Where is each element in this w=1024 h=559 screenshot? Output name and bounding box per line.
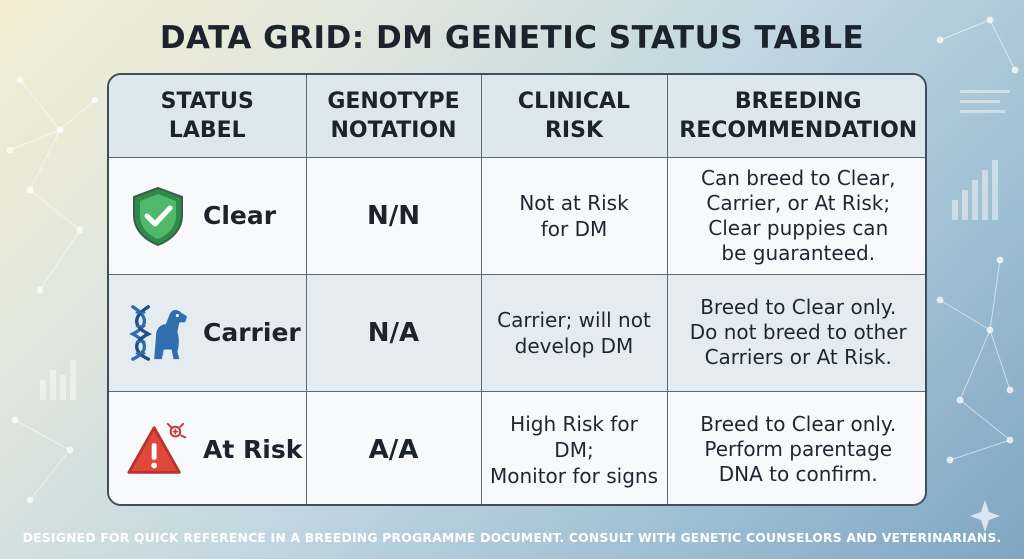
status-label: Clear (203, 201, 277, 230)
clinical-risk-cell: High Risk for DM; Monitor for signs (480, 390, 668, 504)
status-label: Carrier (203, 318, 301, 347)
table-row: Clear N/N Not at Risk for DM Can breed t… (109, 156, 925, 275)
clinical-risk-cell: Carrier; will not develop DM (480, 273, 668, 392)
genotype-value: N/A (367, 317, 420, 348)
warning-triangle-icon (127, 419, 189, 481)
column-header-genotype-notation: GENOTYPE NOTATION (305, 75, 482, 158)
genetic-status-table: STATUS LABEL GENOTYPE NOTATION CLINICAL … (107, 73, 927, 506)
breeding-recommendation-cell: Breed to Clear only. Do not breed to oth… (666, 273, 925, 392)
breeding-recommendation-cell: Breed to Clear only. Perform parentage D… (666, 390, 925, 504)
status-label: At Risk (203, 435, 303, 465)
footer-disclaimer: DESIGNED FOR QUICK REFERENCE IN A BREEDI… (22, 530, 1002, 545)
table-row: At Risk A/A High Risk for DM; Monitor fo… (109, 390, 925, 504)
genotype-value: A/A (368, 434, 419, 465)
column-header-status-label: STATUS LABEL (109, 75, 307, 158)
dna-dog-icon (127, 302, 189, 364)
genotype-value: N/N (366, 200, 420, 231)
table-row: Carrier N/A Carrier; will not develop DM… (109, 273, 925, 392)
status-cell: At Risk (109, 390, 307, 504)
status-cell: Clear (109, 156, 307, 275)
column-header-breeding-recommendation: BREEDING RECOMMENDATION (666, 75, 925, 158)
clinical-risk-cell: Not at Risk for DM (480, 156, 668, 275)
genotype-cell: A/A (305, 390, 482, 504)
table-header-row: STATUS LABEL GENOTYPE NOTATION CLINICAL … (109, 75, 925, 158)
status-cell: Carrier (109, 273, 307, 392)
genotype-cell: N/N (305, 156, 482, 275)
shield-check-icon (127, 185, 189, 247)
genotype-cell: N/A (305, 273, 482, 392)
page-title: DATA GRID: DM GENETIC STATUS TABLE (159, 20, 865, 56)
column-header-clinical-risk: CLINICAL RISK (480, 75, 668, 158)
breeding-recommendation-cell: Can breed to Clear, Carrier, or At Risk;… (666, 156, 925, 275)
